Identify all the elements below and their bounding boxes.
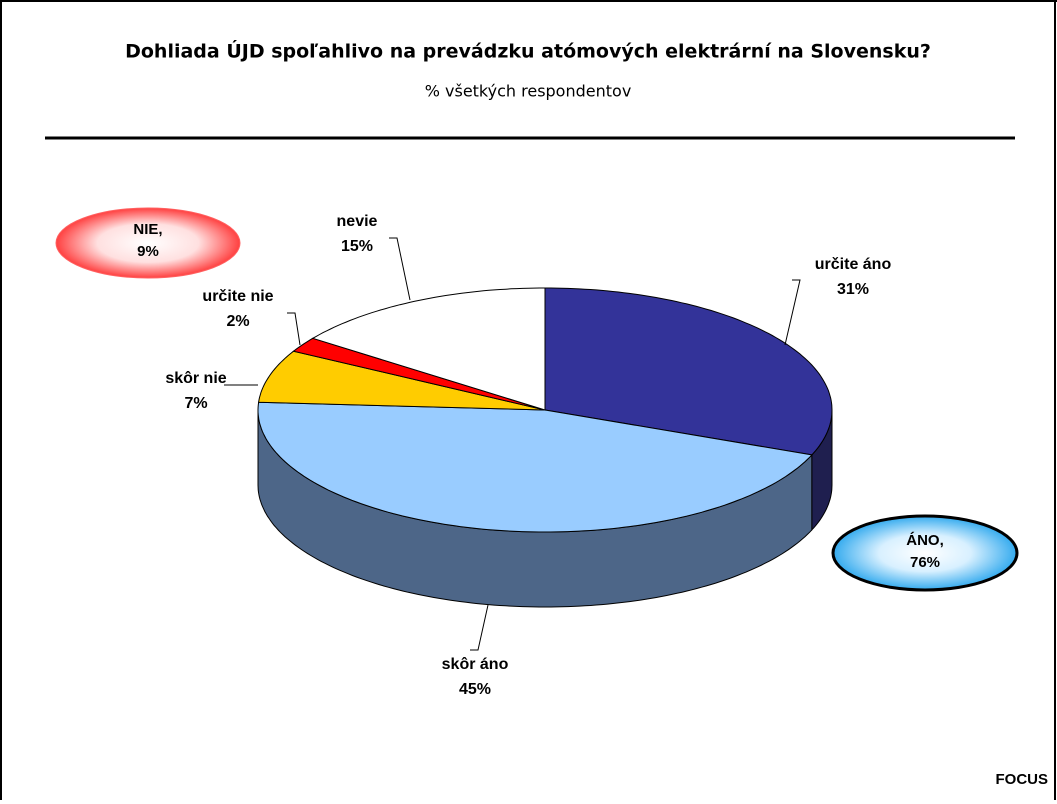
annotation-bubble xyxy=(55,207,241,279)
annotation: 9% xyxy=(137,243,159,260)
leader-line xyxy=(389,237,411,301)
slice-label: určite áno xyxy=(815,256,892,273)
slice-label: skôr áno xyxy=(442,656,509,673)
annotation: ÁNO, xyxy=(906,532,944,549)
pie: určite áno 31% skôr áno 45% skôr nie 7% určite… xyxy=(165,213,891,698)
leader-line xyxy=(784,279,801,346)
chart-subtitle: % všetkých respondentov xyxy=(425,82,632,101)
slice-label: skôr nie xyxy=(165,370,226,387)
pie-slice xyxy=(311,287,546,411)
annotation: 76% xyxy=(910,554,940,571)
source: FOCUS xyxy=(996,771,1049,788)
pie-slice xyxy=(292,337,546,411)
chart-title: Dohliada ÚJD spoľahlivo na prevádzku ató… xyxy=(125,39,931,63)
pie-slice xyxy=(544,287,833,456)
leader-line xyxy=(470,604,489,651)
annotation-bubble xyxy=(831,514,1019,592)
leader-line xyxy=(287,312,301,346)
slice-label: nevie xyxy=(337,213,378,230)
annotation: NIE, xyxy=(133,221,162,238)
value-label: 31% xyxy=(837,281,869,298)
pie-slice xyxy=(258,350,546,411)
value-label: 45% xyxy=(459,681,491,698)
value-label: 15% xyxy=(341,238,373,255)
slice-label: určite nie xyxy=(202,288,273,305)
value-label: 2% xyxy=(226,313,249,330)
pie-slice xyxy=(257,401,813,533)
value-label: 7% xyxy=(184,395,207,412)
